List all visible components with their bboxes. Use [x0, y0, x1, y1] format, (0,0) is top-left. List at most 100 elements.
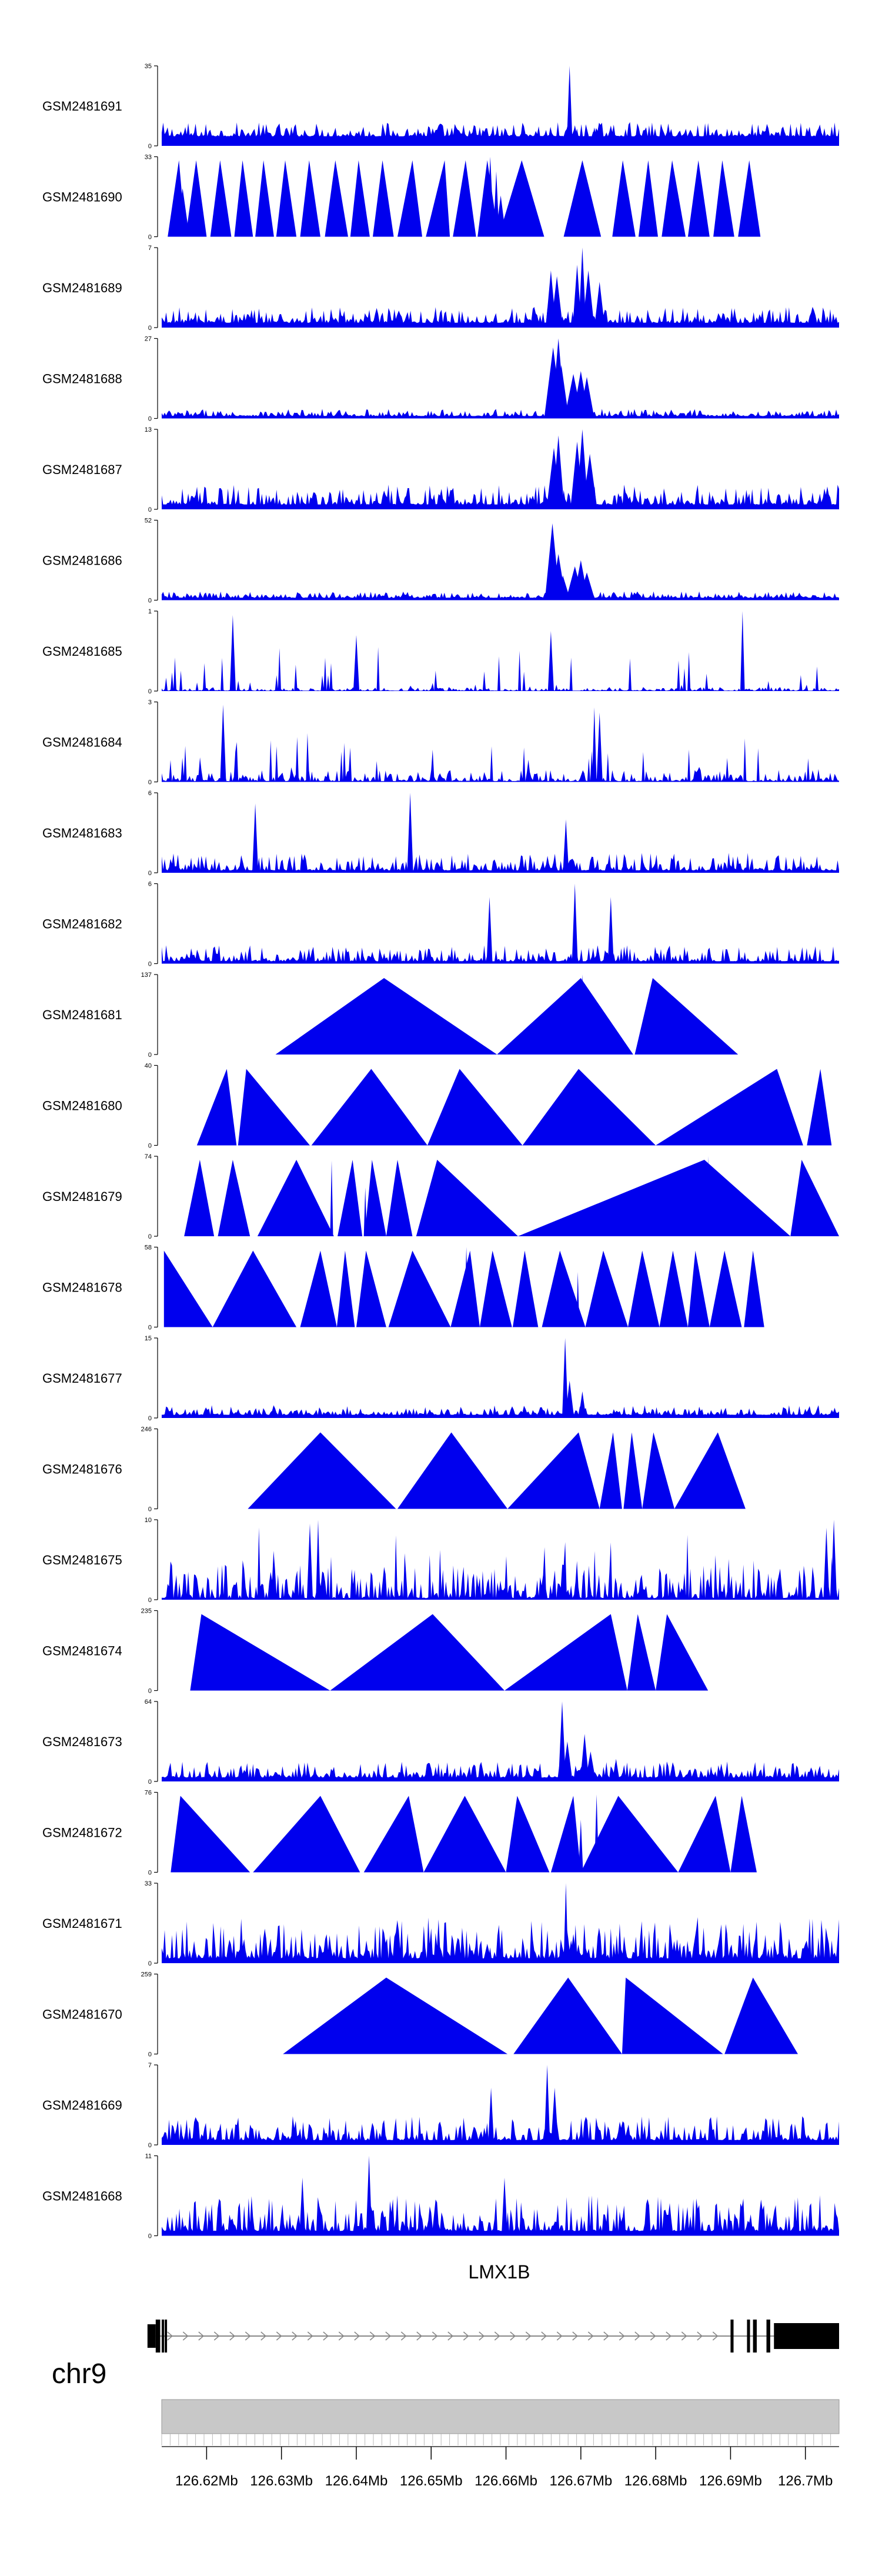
coverage-fragment	[234, 160, 253, 237]
track-GSM2481688: GSM2481688 27 0	[42, 336, 839, 423]
coverage-noise	[162, 945, 839, 964]
x-axis-tick-label: 126.69Mb	[699, 2473, 762, 2489]
coverage-fragment	[550, 1796, 581, 1873]
chromosome-ideogram	[161, 2399, 840, 2434]
coverage-fragment	[210, 160, 232, 237]
strand-arrow	[556, 2331, 563, 2341]
track-GSM2481681: GSM2481681 137 0	[42, 972, 739, 1059]
track-label: GSM2481672	[42, 1826, 122, 1840]
coverage-peak	[547, 631, 554, 691]
coverage-fragment	[300, 160, 320, 237]
coverage-fragment	[642, 1432, 674, 1509]
coverage-fragment	[709, 1250, 742, 1327]
signal	[190, 1614, 709, 1691]
y-max-label: 64	[145, 1699, 152, 1706]
y-zero-label: 0	[148, 2051, 152, 2058]
coverage-peak	[550, 2087, 559, 2145]
y-zero-label: 0	[148, 961, 152, 968]
y-zero-label: 0	[148, 870, 152, 877]
coverage-fragment	[257, 1160, 334, 1236]
y-max-label: 58	[145, 1244, 152, 1252]
coverage-peak	[220, 705, 226, 782]
genome-axis-ticks: 126.62Mb 126.63Mb 126.64Mb 126.65Mb 126.66Mb…	[162, 2446, 839, 2489]
y-max-label: 246	[141, 1426, 152, 1433]
coverage-peak	[176, 188, 190, 237]
coverage-peak	[495, 195, 506, 237]
coverage-fragment	[363, 1796, 424, 1873]
coverage-fragment	[580, 1796, 679, 1873]
coverage-noise	[162, 733, 839, 782]
coverage-fragment	[599, 1432, 622, 1509]
coverage-peak	[582, 270, 594, 328]
coverage-fragment	[622, 1977, 723, 2054]
coverage-peak	[579, 248, 586, 328]
coverage-peak	[579, 377, 594, 419]
y-zero-label: 0	[148, 1052, 152, 1059]
signal	[171, 1794, 757, 1873]
strand-arrow	[587, 2331, 594, 2341]
x-axis-tick-label: 126.68Mb	[624, 2473, 687, 2489]
coverage-peak	[370, 1186, 374, 1236]
coverage-noise	[162, 2116, 839, 2145]
gene-exons	[147, 2320, 839, 2353]
y-zero-label: 0	[148, 1597, 152, 1604]
x-axis-tick-label: 126.66Mb	[475, 2473, 537, 2489]
coverage-peak	[563, 819, 569, 873]
coverage-peak	[653, 1022, 658, 1055]
signal	[275, 975, 739, 1055]
coverage-peak	[299, 2177, 306, 2236]
coverage-fragment	[638, 160, 658, 237]
coverage-fragment	[507, 1432, 600, 1509]
exon-utr-start	[147, 2324, 156, 2348]
y-max-label: 13	[145, 426, 152, 433]
y-max-label: 6	[148, 881, 152, 888]
coverage-peak	[580, 1734, 589, 1781]
exon	[774, 2323, 839, 2349]
coverage-fragment	[807, 1069, 832, 1146]
coverage-fragment	[563, 160, 602, 237]
track-GSM2481669: GSM2481669 7 0	[42, 2062, 839, 2149]
coverage-fragment	[513, 1250, 539, 1327]
y-zero-label: 0	[148, 779, 152, 786]
signal	[162, 705, 839, 782]
signal	[162, 338, 839, 419]
coverage-fragment	[724, 1977, 798, 2054]
gene-name-label: LMX1B	[469, 2261, 530, 2283]
track-label: GSM2481675	[42, 1553, 122, 1567]
coverage-peak	[562, 1338, 569, 1418]
coverage-peak	[366, 2155, 372, 2236]
coverage-peak	[544, 2065, 550, 2145]
coverage-fragment	[627, 1614, 656, 1691]
coverage-peak	[596, 712, 603, 782]
track-GSM2481670: GSM2481670 259 0	[42, 1971, 798, 2058]
y-max-label: 40	[145, 1063, 152, 1070]
signal	[162, 248, 839, 328]
strand-arrow	[292, 2331, 298, 2341]
strand-arrow	[463, 2331, 469, 2341]
coverage-noise	[162, 409, 839, 419]
y-zero-label: 0	[148, 416, 152, 423]
strand-arrow	[400, 2331, 407, 2341]
exon	[162, 2320, 164, 2353]
coverage-peak	[440, 212, 449, 237]
signal	[162, 1701, 839, 1781]
y-zero-label: 0	[148, 234, 152, 241]
coverage-fragment	[338, 1160, 363, 1236]
coverage-peak	[570, 125, 580, 146]
coverage-noise	[162, 2195, 839, 2236]
coverage-noise	[162, 591, 839, 600]
coverage-fragment	[480, 1250, 512, 1327]
coverage-fragment	[628, 1250, 660, 1327]
y-max-label: 1	[148, 608, 152, 615]
coverage-noise	[162, 853, 839, 873]
y-max-label: 52	[145, 518, 152, 525]
coverage-noise	[162, 1761, 839, 1781]
track-label: GSM2481678	[42, 1280, 122, 1295]
coverage-fragment	[283, 1977, 508, 2054]
coverage-fragment	[498, 160, 544, 237]
signal	[163, 1247, 764, 1327]
strand-arrow	[666, 2331, 672, 2341]
coverage-fragment	[612, 160, 636, 237]
ideogram-minor-ticks	[161, 2434, 831, 2445]
